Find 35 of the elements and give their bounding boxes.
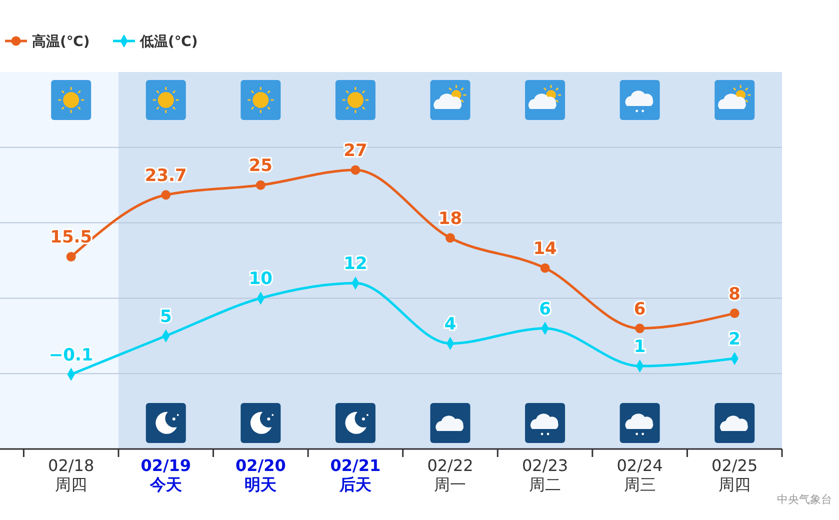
x-tick-label: 02/25 周四 [712,456,758,494]
point [540,263,550,273]
data-label: 15.5 [50,228,92,248]
data-label: 10 [248,269,273,290]
data-label: 14 [533,239,558,260]
point [256,180,266,190]
data-label: 8 [728,284,741,304]
point [66,252,76,262]
x-tick-label: 02/23 周二 [522,456,568,494]
data-label: 2 [728,330,741,350]
point [161,190,171,200]
point [446,233,455,243]
point [730,308,740,318]
x-tick-label: 02/21 后天 [330,456,381,494]
data-label: 23.7 [144,166,187,186]
data-label: −0.1 [48,345,94,366]
data-label: 18 [438,208,462,229]
data-label: 5 [160,306,172,327]
x-tick-label: 02/22 周一 [427,456,474,494]
data-label: 4 [444,314,456,334]
legend-label: 低温(℃) [139,34,198,50]
data-label: 1 [634,337,646,358]
x-tick-label: 02/20 明天 [235,456,286,494]
point [350,165,360,175]
x-tick-label: 02/18 周四 [48,456,94,494]
data-label: 12 [344,254,368,274]
data-label: 6 [539,299,551,320]
x-tick-label: 02/19 今天 [140,456,192,494]
data-label: 25 [248,156,273,176]
x-tick-label: 02/24 周三 [616,456,663,494]
legend-label: 高温(℃) [32,33,90,50]
data-label: 6 [634,299,646,320]
point [635,324,645,334]
text: 中央气象台 [777,493,832,506]
data-label: 27 [344,141,368,162]
